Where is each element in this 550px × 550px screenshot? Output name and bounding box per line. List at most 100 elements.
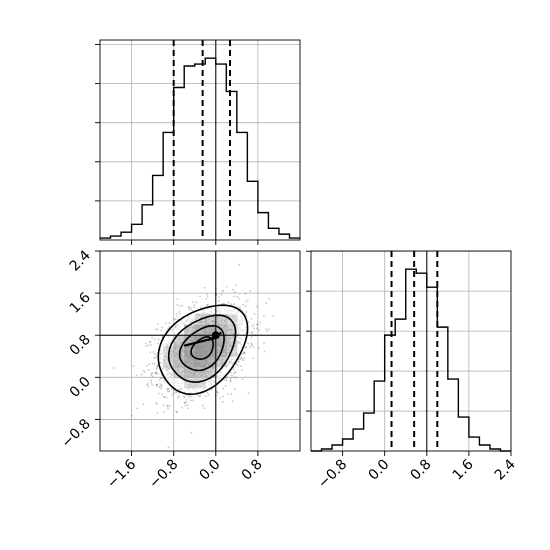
joint-sample-point <box>142 369 145 372</box>
joint-y-tick-label: −0.8 <box>58 416 93 451</box>
joint-sample-point <box>231 400 234 402</box>
joint-sample-point <box>233 376 236 378</box>
joint-sample-point <box>251 344 254 347</box>
joint-sample-point <box>217 300 220 302</box>
joint-sample-point <box>243 351 246 354</box>
joint-sample-point <box>172 392 175 395</box>
joint-sample-point <box>268 297 270 300</box>
joint-sample-point <box>147 344 150 347</box>
joint-sample-point <box>225 377 228 380</box>
joint-sample-point <box>218 296 221 299</box>
joint-sample-point <box>136 407 139 410</box>
joint-sample-point <box>190 431 193 434</box>
joint-contour-0 <box>157 304 249 396</box>
marginal-histogram-y: −0.8 0.0 0.8 1.6 2.4 <box>306 250 519 492</box>
axes-frame-joint <box>99 250 301 452</box>
joint-sample-point <box>160 387 163 390</box>
joint-sample-point <box>265 302 267 305</box>
joint-sample-point <box>235 376 238 379</box>
joint-sample-point <box>198 395 201 398</box>
joint-sample-point <box>144 342 147 345</box>
joint-sample-point <box>161 326 164 329</box>
joint-sample-point <box>219 397 222 400</box>
joint-sample-point <box>175 312 178 315</box>
joint-sample-point <box>250 344 253 346</box>
joint-sample-point <box>258 329 261 331</box>
joint-sample-point <box>163 396 166 398</box>
joint-sample-point <box>168 322 171 325</box>
joint-sample-point <box>207 393 210 396</box>
joint-sample-point <box>207 303 209 306</box>
joint-sample-point <box>225 285 228 288</box>
joint-sample-point <box>241 353 244 356</box>
joint-sample-point <box>168 390 171 393</box>
joint-sample-point <box>177 396 179 399</box>
joint-sample-point <box>160 377 162 379</box>
joint-sample-point <box>222 289 225 292</box>
joint-contour-1 <box>167 314 237 383</box>
joint-sample-point <box>244 292 247 295</box>
joint-sample-point <box>186 403 189 406</box>
joint-sample-point <box>252 357 255 360</box>
joint-sample-point <box>153 356 156 359</box>
joint-x-tick-label: −0.8 <box>146 457 181 492</box>
joint-sample-point <box>193 304 196 306</box>
joint-sample-point <box>190 307 193 310</box>
joint-sample-point <box>163 396 165 398</box>
joint-sample-point <box>250 318 253 320</box>
joint-sample-point <box>233 372 236 375</box>
joint-sample-point <box>168 326 171 328</box>
joint-sample-point <box>178 313 181 315</box>
joint-sample-point <box>210 388 213 391</box>
joint-sample-point <box>168 388 170 390</box>
joint-sample-point <box>155 385 158 387</box>
joint-sample-point <box>165 396 168 399</box>
joint-sample-point <box>178 311 181 313</box>
joint-sample-point <box>224 384 227 387</box>
joint-sample-point <box>241 369 243 372</box>
joint-sample-point <box>154 353 157 356</box>
joint-sample-point <box>148 341 151 344</box>
joint-sample-point <box>238 297 240 300</box>
joint-sample-point <box>242 352 245 354</box>
joint-sample-point <box>146 382 149 385</box>
right-x-tick-label: 0.0 <box>365 457 392 484</box>
joint-sample-point <box>244 346 247 349</box>
joint-sample-point <box>130 414 133 417</box>
joint-sample-point <box>157 323 160 326</box>
joint-sample-point <box>263 342 265 345</box>
top-histogram-line <box>100 57 300 239</box>
joint-sample-point <box>248 321 250 324</box>
right-histogram-line <box>311 268 511 452</box>
joint-sample-point <box>199 295 201 298</box>
marginal-histogram-x <box>95 39 301 245</box>
joint-sample-point <box>155 371 158 374</box>
joint-sample-point <box>188 394 190 397</box>
joint-sample-point <box>205 395 207 398</box>
joint-sample-point <box>154 357 156 359</box>
joint-sample-point <box>158 379 161 381</box>
joint-sample-point <box>253 346 255 349</box>
joint-sample-point <box>151 375 154 378</box>
joint-sample-point <box>235 284 237 287</box>
joint-sample-point <box>161 377 164 379</box>
joint-y-tick-label: 0.0 <box>67 374 94 401</box>
joint-sample-point <box>173 389 175 392</box>
joint-sample-point <box>155 328 158 331</box>
joint-sample-point <box>206 391 209 394</box>
joint-sample-point <box>183 401 186 404</box>
right-x-tick-label: 1.6 <box>450 456 477 483</box>
joint-sample-point <box>152 351 155 353</box>
joint-sample-point <box>229 371 232 374</box>
joint-sample-point <box>156 355 158 358</box>
joint-sample-point <box>192 399 195 402</box>
joint-x-tick-label: 0.8 <box>239 457 266 484</box>
joint-sample-point <box>252 323 255 326</box>
joint-sample-point <box>157 342 160 345</box>
joint-density-panel: −1.6 −0.8 0.0 0.8−0.80.00.81.62.4 <box>58 247 301 492</box>
joint-sample-point <box>239 358 242 361</box>
joint-sample-point <box>161 393 163 396</box>
joint-sample-point <box>187 407 190 410</box>
joint-sample-point <box>199 394 202 397</box>
joint-sample-point <box>229 379 232 382</box>
